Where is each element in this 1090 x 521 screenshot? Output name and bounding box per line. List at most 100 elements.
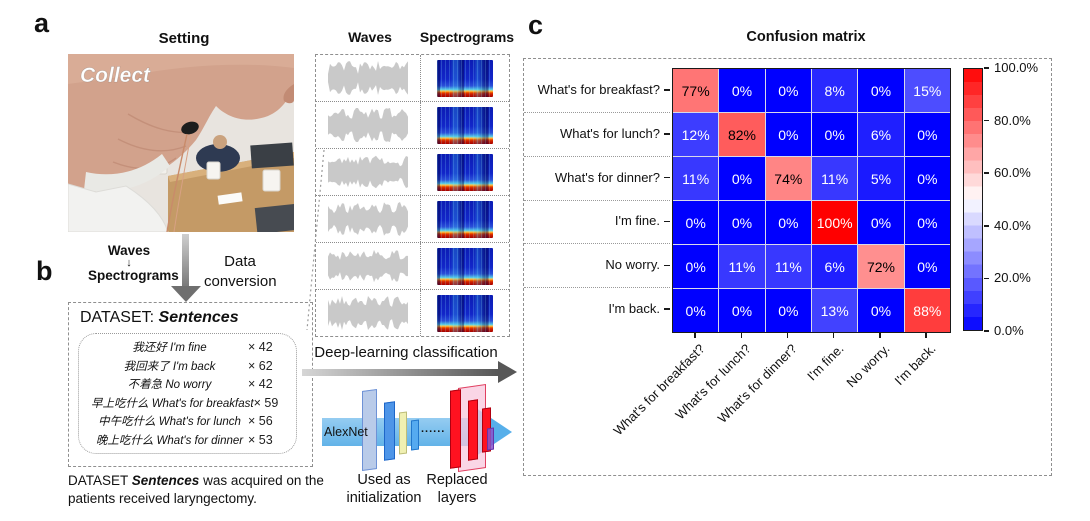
matrix-cell: 11% <box>765 245 811 288</box>
sentence-chinese: 中午吃什么 <box>98 414 156 429</box>
waveform-icon <box>328 249 408 283</box>
cnn-layer-yellow <box>399 411 407 455</box>
sentence-english: I'm fine <box>166 342 207 355</box>
sample-row <box>316 55 509 102</box>
ellipsis-label: ...... <box>421 423 446 435</box>
confusion-matrix-x-axis: What's for breakfast? What's for lunch? Wh… <box>611 331 949 481</box>
waveform-icon <box>328 61 408 95</box>
sentence-count: × 62 <box>248 358 273 373</box>
photo-illustration: Collect <box>68 54 294 232</box>
spectrogram-thumbnail <box>437 200 493 238</box>
spectrogram-thumbnail <box>437 153 493 191</box>
waveform-icon <box>328 296 408 330</box>
data-conversion-label: Data conversion <box>204 253 277 291</box>
x-tick <box>740 332 742 338</box>
spectrogram-thumbnail <box>437 294 493 332</box>
matrix-cell: 15% <box>904 69 950 112</box>
photo-caption: Collect <box>80 64 151 87</box>
small-down-arrow-icon: ↓ <box>126 256 132 269</box>
spectrogram-cell <box>421 102 509 148</box>
collect-photo: Collect <box>68 54 294 232</box>
spectrograms-column-header: Spectrograms <box>419 29 515 45</box>
sentence-english: What's for dinner <box>153 434 244 447</box>
used-as-initialization-label: Used as initialization <box>346 472 422 507</box>
sentence-chinese: 早上吃什么 <box>91 395 149 410</box>
matrix-cell: 0% <box>765 69 811 112</box>
y-tick <box>664 89 670 91</box>
matrix-cell: 0% <box>719 289 765 332</box>
colorbar-gradient <box>963 68 983 331</box>
x-tick <box>786 332 789 338</box>
dataset-box <box>68 302 313 467</box>
throat-sensor-icon <box>166 121 199 232</box>
y-tick <box>664 176 670 179</box>
matrix-row-label: What's for lunch? <box>559 125 660 141</box>
sentence-english: What's for breakfast <box>148 397 254 410</box>
matrix-row-label: I'm back. <box>608 301 660 317</box>
matrix-cell: 100% <box>811 201 858 244</box>
panel-b-label: b <box>36 256 53 286</box>
spectrogram-cell <box>421 290 509 336</box>
panel-c-label: c <box>528 10 544 40</box>
down-arrow-icon <box>182 234 189 286</box>
dataset-title-name: Sentences <box>158 309 239 326</box>
spectrogram-cell <box>421 55 509 101</box>
colorbar-tick-label: 100.0% <box>994 60 1039 75</box>
row-leader-line <box>524 199 670 201</box>
sentence-row: 早上吃什么 What's for breakfast × 59 <box>91 394 286 412</box>
cnn-layer-blue-small <box>411 419 419 451</box>
waveform-cell <box>316 243 421 289</box>
colorbar-tick <box>984 225 989 227</box>
sample-row <box>316 290 509 336</box>
samples-box <box>315 54 510 337</box>
matrix-row-label: What's for breakfast? <box>537 81 660 97</box>
matrix-cell: 0% <box>719 201 765 244</box>
matrix-cell: 0% <box>719 157 765 200</box>
colorbar-tick <box>984 172 989 174</box>
sentence-chinese: 我还好 <box>132 340 167 355</box>
y-tick <box>664 133 670 135</box>
waveform-cell <box>316 290 421 336</box>
colorbar-tick-label: 80.0% <box>994 112 1031 128</box>
confusion-matrix-box <box>523 58 1052 476</box>
sentence-row: 不着急 No worry × 42 <box>91 375 286 393</box>
waveform-cell <box>316 55 421 101</box>
waveform-icon <box>328 108 408 142</box>
matrix-cell: 72% <box>858 245 904 288</box>
waveform-cell <box>316 102 421 148</box>
cnn-layer-red-1 <box>450 389 461 469</box>
sample-row <box>316 102 509 149</box>
replaced-layers-label: Replaced layers <box>426 472 488 507</box>
cnn-layer-red-2 <box>468 399 478 461</box>
y-tick <box>664 264 670 266</box>
matrix-cell: 0% <box>858 69 904 112</box>
matrix-row-label: No worry. <box>605 257 660 273</box>
waves-to-spectrograms-label: Waves ↓ Spectrograms <box>88 243 179 284</box>
confusion-matrix-grid: 77% 0% 0% 8% 0% 15% 12% 82% 0% 0% 6% 0% 11% 0% 74% 11% 5… <box>672 68 951 333</box>
sentence-row: 我还好 I'm fine × 42 <box>91 338 286 356</box>
sentence-chinese: 晚上吃什么 <box>95 432 154 447</box>
spectrogram-thumbnail <box>437 106 493 144</box>
matrix-cell: 0% <box>904 201 950 244</box>
sentence-text: 不着急 No worry <box>91 375 248 393</box>
sentence-count: × 53 <box>248 432 273 447</box>
alexnet-arrow-icon <box>322 418 470 446</box>
dataset-title: DATASET: Sentences <box>80 309 239 327</box>
matrix-cell: 0% <box>858 201 904 244</box>
flow-arrow-icon <box>302 369 498 376</box>
y-tick <box>664 220 670 223</box>
matrix-cell: 0% <box>811 113 858 156</box>
colorbar-tick-label: 0.0% <box>994 323 1024 338</box>
colorbar-tick <box>984 119 989 122</box>
colorbar-tick-label: 40.0% <box>994 217 1031 233</box>
matrix-cell: 77% <box>673 69 719 112</box>
matrix-cell: 11% <box>811 157 858 200</box>
matrix-cell: 6% <box>858 113 904 156</box>
sentence-row: 我回来了 I'm back × 62 <box>91 357 286 375</box>
matrix-row-label: I'm fine. <box>614 213 660 229</box>
waves-word: Waves <box>107 243 151 258</box>
matrix-cell: 88% <box>904 289 950 332</box>
colorbar: 100.0% 80.0% 60.0% 40.0% 20.0% 0.0% <box>963 60 1083 338</box>
caption-name: Sentences <box>131 473 200 488</box>
